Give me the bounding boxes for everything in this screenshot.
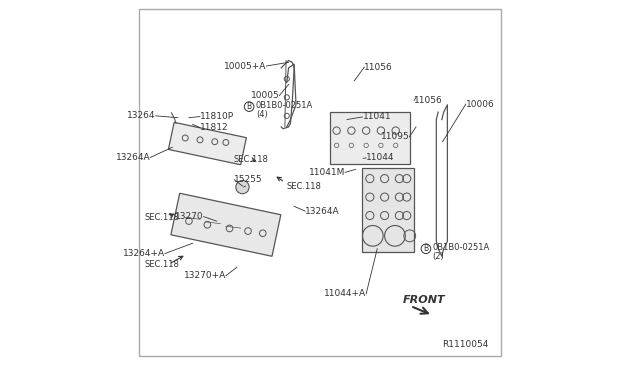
Text: 13264A: 13264A [305, 206, 340, 216]
Text: FRONT: FRONT [403, 295, 445, 305]
Polygon shape [362, 167, 414, 253]
Text: 11044: 11044 [366, 153, 395, 163]
Polygon shape [168, 122, 246, 165]
Text: 11095: 11095 [381, 132, 410, 141]
Text: B: B [424, 244, 429, 253]
Text: 10006: 10006 [466, 100, 495, 109]
Text: 13264+A: 13264+A [123, 249, 165, 258]
Text: 13270+A: 13270+A [184, 271, 226, 280]
Text: SEC.118: SEC.118 [145, 213, 179, 222]
Text: 10005+A: 10005+A [224, 61, 266, 71]
Text: 11812: 11812 [200, 123, 228, 132]
Text: B: B [246, 102, 252, 111]
Text: 11056: 11056 [414, 96, 443, 105]
Text: SEC.118: SEC.118 [233, 154, 268, 164]
Polygon shape [330, 112, 410, 164]
Text: 11044+A: 11044+A [324, 289, 366, 298]
Text: SEC.118: SEC.118 [145, 260, 179, 269]
Text: 11041M: 11041M [308, 168, 345, 177]
Text: SEC.118: SEC.118 [286, 182, 321, 191]
Text: R1110054: R1110054 [442, 340, 488, 349]
Circle shape [236, 180, 249, 194]
Text: 11041: 11041 [362, 112, 391, 121]
Text: 15255: 15255 [234, 175, 263, 184]
Text: 0B1B0-0251A: 0B1B0-0251A [256, 101, 313, 110]
Text: 10005: 10005 [251, 91, 280, 100]
Text: 11056: 11056 [364, 62, 393, 72]
Text: 13264A: 13264A [116, 153, 150, 162]
Text: 0B1B0-0251A: 0B1B0-0251A [433, 243, 490, 252]
Polygon shape [171, 193, 281, 256]
Text: 13270: 13270 [175, 212, 204, 221]
Text: 11810P: 11810P [200, 112, 234, 121]
Text: (4): (4) [256, 110, 268, 119]
Text: 13264: 13264 [127, 111, 156, 121]
Text: (2): (2) [433, 252, 444, 262]
